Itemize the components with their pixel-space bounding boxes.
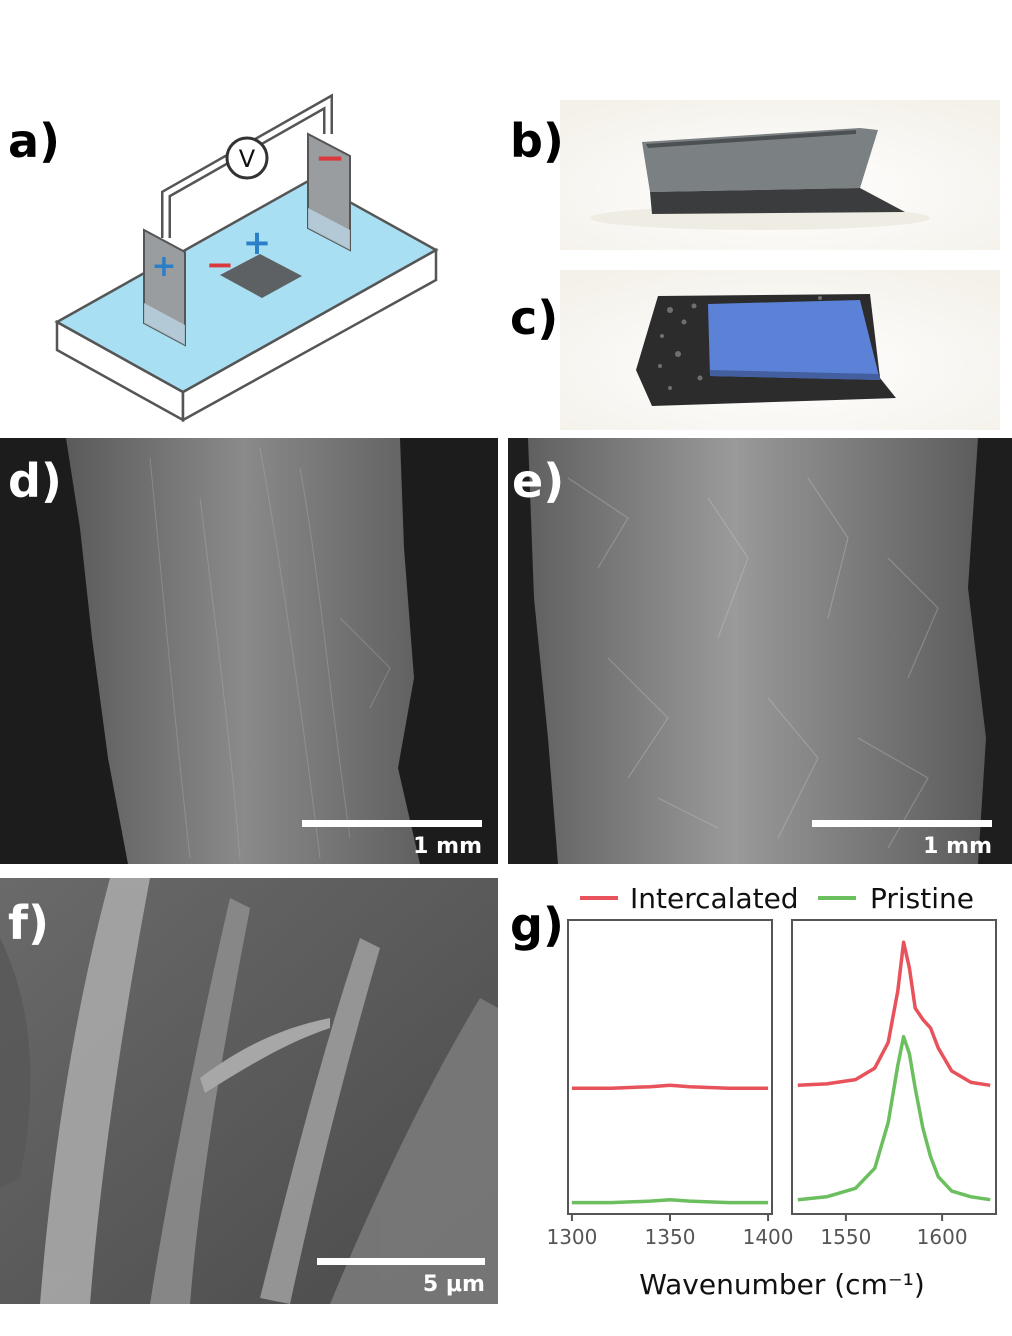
graphite-sample — [220, 254, 302, 298]
legend-label-pristine: Pristine — [870, 882, 974, 915]
pristine-sample-edge — [650, 188, 905, 214]
scalebar-e-label: 1 mm — [923, 834, 992, 859]
voltmeter-label: V — [239, 145, 256, 173]
series-line-intercalated-panel-2 — [797, 940, 991, 1088]
anion-symbol: − — [206, 245, 235, 285]
x-tick-label: 1350 — [645, 1225, 696, 1249]
panel-label-g: g) — [510, 898, 564, 952]
raman-spectra-chart: Intercalated Pristine 1300 1350 1400 1550 16… — [546, 882, 997, 1301]
x-tick-label: 1300 — [546, 1225, 597, 1249]
panel-label-b: b) — [510, 114, 564, 168]
positive-electrode-submerged — [144, 303, 185, 345]
positive-electrode-sign: + — [151, 249, 176, 284]
photo-intercalated-sample — [560, 270, 1000, 430]
cation-symbol: + — [243, 223, 272, 263]
x-tick-label: 1600 — [917, 1225, 968, 1249]
negative-electrode-submerged — [308, 208, 350, 250]
panel-label-c: c) — [510, 291, 559, 345]
scalebar-f-label: 5 μm — [422, 1272, 485, 1297]
scalebar-d-label: 1 mm — [413, 834, 482, 859]
legend-label-intercalated: Intercalated — [630, 882, 799, 915]
x-axis-label: Wavenumber (cm⁻¹) — [639, 1268, 925, 1301]
x-tick-label: 1400 — [743, 1225, 794, 1249]
panel-label-f: f) — [8, 896, 50, 950]
raman-panel-g-band-frame — [791, 919, 997, 1215]
series-line-intercalated-panel-1 — [571, 1083, 769, 1090]
panel-label-d: d) — [8, 454, 62, 508]
electrochemical-cell-schematic: V + − − + — [54, 93, 439, 423]
blue-paint-face — [708, 300, 880, 380]
series-line-pristine-panel-1 — [571, 1197, 769, 1205]
x-tick-label: 1550 — [820, 1225, 871, 1249]
panel-label-a: a) — [8, 114, 61, 168]
photo-pristine-sample — [560, 100, 1000, 250]
sem-image-intercalated-cross-section — [508, 438, 1012, 864]
scalebar-f — [317, 1258, 485, 1265]
voltmeter-icon — [225, 136, 269, 180]
raman-panel-d-band-frame — [567, 919, 773, 1215]
sem-image-pristine-cross-section — [0, 438, 498, 864]
sem-image-high-magnification — [0, 878, 498, 1304]
scalebar-e — [812, 820, 992, 827]
scalebar-d — [302, 820, 482, 827]
panel-label-e: e) — [512, 454, 565, 508]
series-line-pristine-panel-2 — [797, 1034, 991, 1202]
negative-electrode-sign: − — [315, 138, 345, 179]
